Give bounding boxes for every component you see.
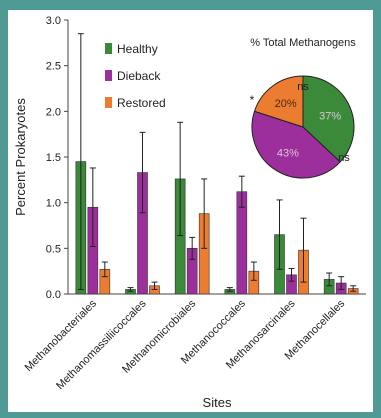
y-tick-label: 0.0 [46,289,61,301]
pie-annotation-ns-top: ns [297,81,309,93]
legend-swatch-dieback [105,70,112,81]
pie-slice-0 [302,75,355,163]
pie-slice-label: 43% [277,147,299,159]
legend-label-dieback: Dieback [117,69,161,83]
pie-slice-1 [251,110,341,179]
y-tick-label: 1.5 [46,152,61,164]
pie-slice-2 [253,75,304,128]
pie-slice-label: 37% [319,110,341,122]
legend-swatch-restored [105,97,112,108]
y-tick-label: 0.5 [46,243,61,255]
pie-annotation-ns-bottom: ns [338,152,350,164]
legend-label-healthy: Healthy [117,42,158,56]
error-bars-group [77,33,357,292]
methanogen-pie-chart: % Total Methanogens 37% 43% 20% ns ns * [250,37,356,179]
legend-label-restored: Restored [117,96,166,110]
x-tick-labels: MethanobacterialesMethanomassiliicoccale… [23,297,348,392]
bars-group [75,161,359,295]
legend: Healthy Dieback Restored [105,42,166,110]
pie-slice-label: 20% [275,98,297,110]
x-axis-label: Sites [203,395,232,410]
pie-slices: 37% 43% 20% [251,75,355,179]
pie-title: % Total Methanogens [250,37,356,49]
legend-swatch-healthy [105,43,112,54]
figure-svg: 0.0 0.5 1.0 1.5 2.0 2.5 3.0 Percent Prokaryote… [13,15,366,410]
figure-panel: 0.0 0.5 1.0 1.5 2.0 2.5 3.0 Percent Prokaryote… [8,10,373,412]
x-tick-label: Methanomassiliicoccales [54,297,149,392]
y-tick-label: 3.0 [46,15,61,27]
y-tick-label: 2.5 [46,61,61,73]
y-axis-label: Percent Prokaryotes [13,98,28,216]
y-tick-label: 1.0 [46,198,61,210]
pie-annotation-star: * [250,93,255,107]
y-tick-label: 2.0 [46,106,61,118]
y-ticks: 0.0 0.5 1.0 1.5 2.0 2.5 3.0 [46,15,68,301]
